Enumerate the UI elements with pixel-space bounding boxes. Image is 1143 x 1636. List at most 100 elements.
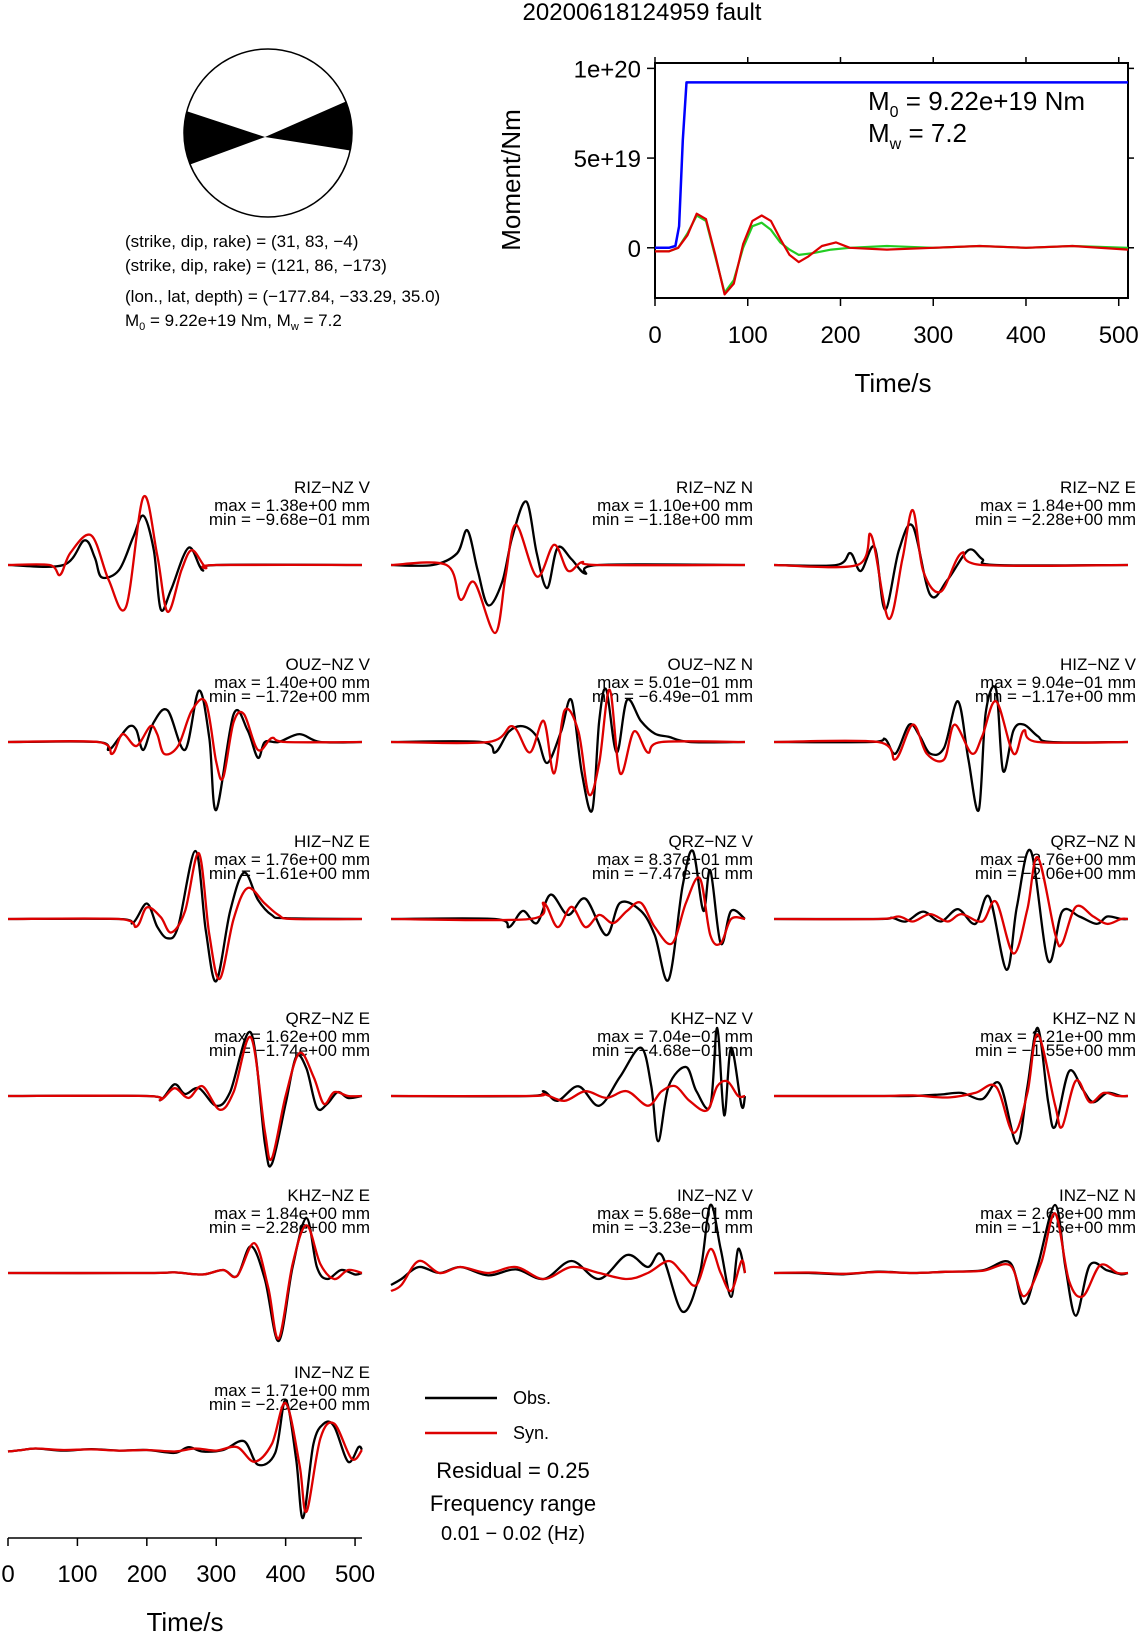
waveform-max-label: max = 8.37e−01 mm [597,850,753,869]
waveform-synthetic [7,494,363,613]
waveform-station-label: RIZ−NZ E [1060,478,1136,497]
beachball-compression-right [265,101,352,151]
figure-title: 20200618124959 fault [523,0,762,26]
waveform-station-label: INZ−NZ V [677,1186,754,1205]
waveform-station-label: KHZ−NZ E [287,1186,370,1205]
beachball-compression-left [184,111,265,165]
waveform-observed [390,849,746,982]
waveform-synthetic [773,700,1129,763]
waveform-min-label: min = −1.65e+00 mm [975,1218,1136,1237]
waveform-synthetic [390,1079,746,1113]
legend-obs-label: Obs. [513,1388,551,1408]
waveform-station-label: QRZ−NZ E [285,1009,370,1028]
mechanism-mw-value: = 7.2 [299,311,342,330]
waveform-observed [773,685,1129,813]
waveform-synthetic [390,688,746,797]
waveform-observed [390,1026,747,1143]
waveform-xtick-label: 0 [1,1561,14,1588]
waveform-observed [7,849,363,983]
waveform-station-label: QRZ−NZ N [1051,832,1136,851]
stf-ytick-label: 0 [628,236,641,263]
mechanism-m0-prefix: M [125,311,139,330]
waveform-max-label: max = 1.71e+00 mm [214,1381,370,1400]
stf-red-curve [655,212,1129,296]
waveform-max-label: max = 2.21e+00 mm [980,1027,1136,1046]
waveform-min-label: min = −2.06e+00 mm [975,864,1136,883]
waveform-station-label: KHZ−NZ V [670,1009,753,1028]
waveform-min-label: min = −1.61e+00 mm [209,864,370,883]
stf-moment-curve [655,81,1128,250]
stf-annotation: M0 = 9.22e+19 Nm Mw = 7.2 [868,86,1085,153]
waveform-max-label: max = 1.76e+00 mm [214,850,370,869]
stf-xtick-label: 500 [1099,322,1139,349]
beachball-outline [183,48,353,218]
waveform-station-label: HIZ−NZ E [294,832,370,851]
waveform-max-label: max = 7.04e−01 mm [597,1027,753,1046]
waveform-station-label: INZ−NZ N [1059,1186,1136,1205]
stf-ylabel: Moment/Nm [496,109,526,251]
waveform-station-label: RIZ−NZ V [294,478,371,497]
mechanism-line-1: (strike, dip, rake) = (31, 83, −4) [125,232,358,251]
mechanism-info: (strike, dip, rake) = (31, 83, −4) (stri… [125,232,440,333]
waveform-max-label: max = 1.84e+00 mm [214,1204,370,1223]
stf-xtick-label: 400 [1006,322,1046,349]
waveform-observed [390,687,746,813]
legend-syn-label: Syn. [513,1423,549,1443]
waveform-synthetic [7,1401,363,1513]
waveform-min-label: min = −1.18e+00 mm [592,510,753,529]
waveform-min-label: min = −3.23e−01 mm [592,1218,753,1237]
waveform-max-label: max = 1.38e+00 mm [214,496,370,515]
stf-plot-frame [654,62,1129,299]
waveform-min-label: min = −9.68e−01 mm [209,510,370,529]
waveform-min-label: min = −2.28e+00 mm [209,1218,370,1237]
waveform-xtick-label: 300 [196,1561,236,1588]
waveform-xlabel: Time/s [146,1607,223,1636]
waveform-min-label: min = −2.32e+00 mm [209,1395,370,1414]
stf-xtick-label: 200 [820,322,860,349]
waveform-max-label: max = 1.10e+00 mm [597,496,753,515]
mechanism-m0-value: = 9.22e+19 Nm, M [145,311,291,330]
waveform-min-label: min = −1.72e+00 mm [209,687,370,706]
beachball [183,48,353,218]
waveform-synthetic [773,856,1129,955]
waveform-xtick-label: 200 [127,1561,167,1588]
mechanism-mw-sub: w [290,321,299,333]
waveform-station-label: OUZ−NZ V [285,655,370,674]
waveform-min-label: min = −7.47e−01 mm [592,864,753,883]
waveform-synthetic [390,876,746,947]
waveform-max-label: max = 2.76e+00 mm [980,850,1136,869]
waveform-time-axis: Time/s 0 100 200 300 400 500 [1,1537,375,1636]
mechanism-line-3: (lon., lat, depth) = (−177.84, −33.29, 3… [125,287,440,306]
waveform-synthetic [7,697,363,781]
waveform-synthetic [7,1036,363,1161]
stf-ytick-label: 5e+19 [574,146,641,173]
frequency-range-title: Frequency range [430,1491,596,1516]
stf-ytick-label: 1e+20 [574,56,641,83]
stf-xtick-label: 100 [728,322,768,349]
waveform-station-label: QRZ−NZ V [668,832,753,851]
waveform-xtick-label: 400 [266,1561,306,1588]
legend: Obs. Syn. Residual = 0.25 Frequency rang… [425,1388,596,1545]
waveform-max-label: max = 1.40e+00 mm [214,673,370,692]
waveform-synthetic [773,1212,1129,1299]
waveform-station-label: RIZ−NZ N [676,478,753,497]
stf-xtick-label: 300 [913,322,953,349]
waveform-max-label: max = 1.84e+00 mm [980,496,1136,515]
waveform-synthetic [7,852,363,981]
stf-xlabel: Time/s [854,368,931,398]
